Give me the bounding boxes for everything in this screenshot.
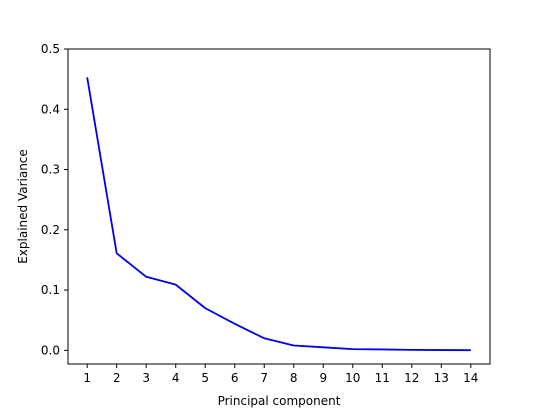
x-axis-label: Principal component: [218, 394, 341, 408]
y-tick-label: 0.1: [41, 283, 60, 297]
y-axis-label: Explained Variance: [16, 149, 30, 264]
y-tick-label: 0.3: [41, 163, 60, 177]
y-tick-label: 0.2: [41, 223, 60, 237]
x-tick-label: 5: [201, 371, 209, 385]
x-tick-label: 12: [404, 371, 419, 385]
x-tick-label: 4: [172, 371, 180, 385]
x-tick-label: 3: [142, 371, 150, 385]
series-line: [86, 77, 471, 352]
x-tick-label: 2: [113, 371, 121, 385]
y-axis: 0.0 0.1 0.2 0.3 0.4 0.5: [41, 42, 68, 357]
plot-frame: [67, 48, 491, 365]
x-axis: 1 2 3 4 5 6 7 8 9 10 11 12 13 14: [83, 364, 478, 385]
x-tick-label: 13: [434, 371, 449, 385]
x-tick-label: 1: [83, 371, 91, 385]
x-tick-label: 14: [463, 371, 478, 385]
y-tick-label: 0.4: [41, 102, 60, 116]
x-tick-label: 10: [345, 371, 360, 385]
x-tick-label: 6: [231, 371, 239, 385]
x-tick-label: 8: [290, 371, 298, 385]
plot-area: [68, 49, 490, 364]
x-tick-label: 9: [319, 371, 327, 385]
y-tick-label: 0.5: [41, 42, 60, 56]
x-tick-label: 11: [375, 371, 390, 385]
x-tick-label: 7: [260, 371, 268, 385]
y-tick-label: 0.0: [41, 343, 60, 357]
